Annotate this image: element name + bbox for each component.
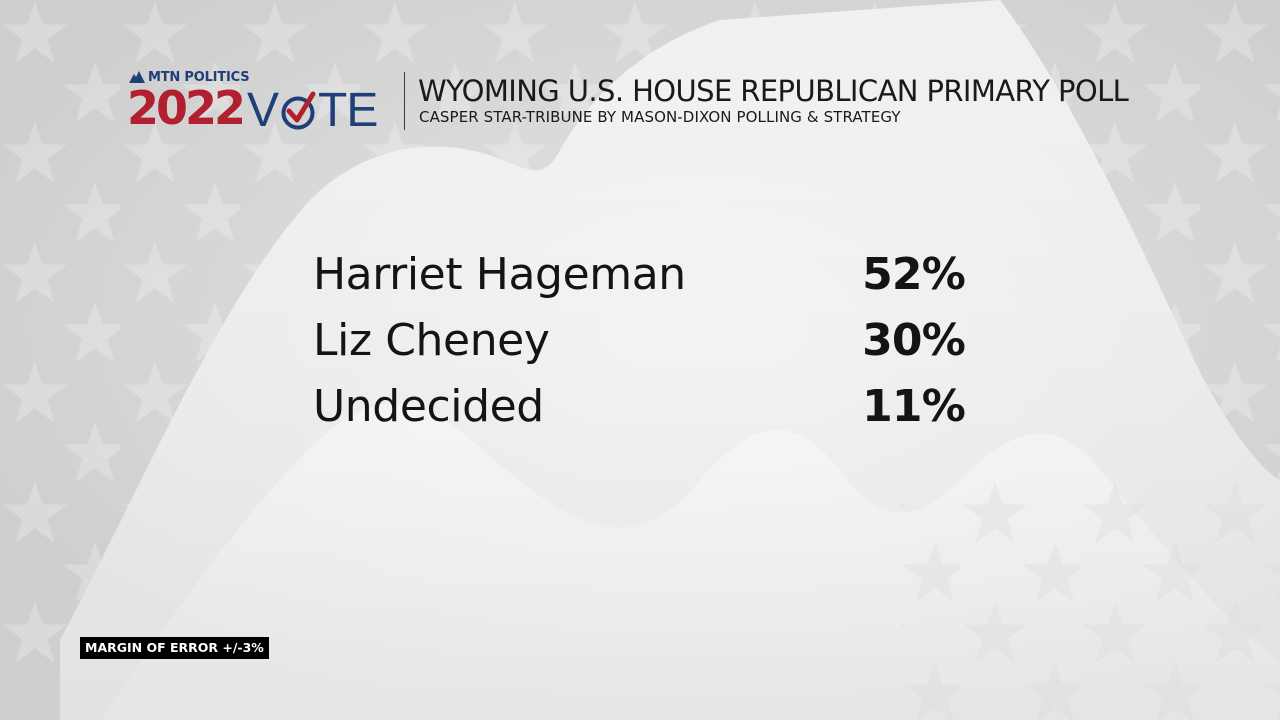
margin-of-error-badge: MARGIN OF ERROR +/-3%	[80, 637, 269, 659]
logo-vote: V TE	[247, 84, 378, 137]
candidate-percent: 11%	[862, 381, 966, 432]
candidate-name: Liz Cheney	[313, 315, 550, 366]
candidate-name: Harriet Hageman	[313, 249, 686, 300]
mtn-politics-text: MTN POLITICS	[148, 69, 250, 85]
candidate-percent: 30%	[862, 315, 966, 366]
logo-vote-v: V	[247, 84, 279, 137]
candidate-percent: 52%	[862, 249, 966, 300]
poll-subtitle: CASPER STAR-TRIBUNE BY MASON-DIXON POLLI…	[419, 108, 901, 126]
2022-vote-logo: MTN POLITICS 2022 V TE	[127, 68, 397, 137]
poll-results: Harriet Hageman 52% Liz Cheney 30% Undec…	[313, 245, 966, 443]
logo-year: 2022	[127, 81, 246, 135]
result-row: Undecided 11%	[313, 377, 966, 443]
mtn-politics-label: MTN POLITICS	[129, 68, 250, 86]
logo-vote-te: TE	[318, 84, 378, 137]
result-row: Liz Cheney 30%	[313, 311, 966, 377]
header-divider	[404, 72, 405, 130]
result-row: Harriet Hageman 52%	[313, 245, 966, 311]
checkmark-icon	[281, 91, 316, 130]
candidate-name: Undecided	[313, 381, 544, 432]
mountain-icon	[129, 71, 145, 83]
poll-title: WYOMING U.S. HOUSE REPUBLICAN PRIMARY PO…	[418, 74, 1129, 108]
